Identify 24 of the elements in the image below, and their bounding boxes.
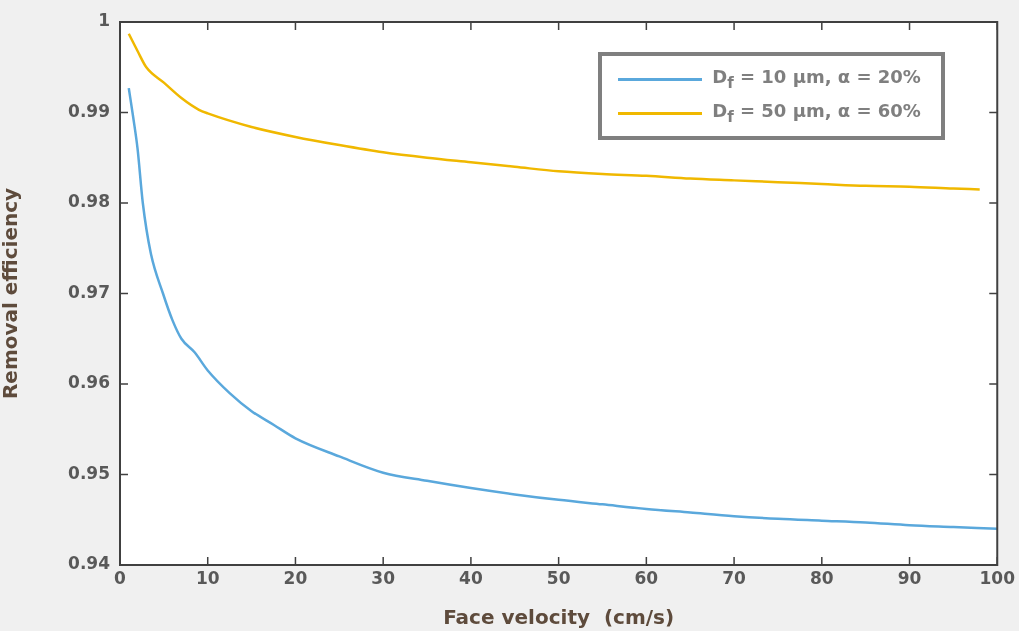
legend-label: D$_{f}$ = 50 μm, α = 60% bbox=[712, 100, 921, 126]
line-series bbox=[127, 86, 998, 531]
x-tick-label: 50 bbox=[546, 567, 571, 588]
y-tick-label: 0.96 bbox=[68, 372, 110, 393]
y-tick-label: 0.98 bbox=[68, 191, 110, 212]
y-tick-label: 0.95 bbox=[68, 462, 110, 483]
x-tick-label: 100 bbox=[979, 567, 1016, 588]
line-series bbox=[127, 32, 981, 191]
x-tick-label: 60 bbox=[634, 567, 659, 588]
x-axis-title: Face velocity (cm/s) bbox=[443, 605, 675, 630]
x-tick-label: 80 bbox=[809, 567, 834, 588]
y-tick-label: 0.99 bbox=[68, 100, 110, 121]
x-tick-label: 40 bbox=[459, 567, 483, 588]
x-tick-label: 20 bbox=[283, 567, 308, 588]
y-axis-title: Removal efficiency bbox=[0, 187, 23, 400]
y-tick-label: 1 bbox=[98, 10, 110, 31]
legend-label: D$_{f}$ = 10 μm, α = 20% bbox=[712, 66, 921, 92]
y-tick-label: 0.94 bbox=[68, 553, 111, 574]
x-tick-label: 0 bbox=[114, 567, 127, 588]
y-tick-label: 0.97 bbox=[68, 281, 110, 302]
x-tick-label: 90 bbox=[897, 567, 922, 588]
x-tick-label: 10 bbox=[195, 567, 220, 588]
x-tick-label: 30 bbox=[371, 567, 396, 588]
x-tick-label: 70 bbox=[722, 567, 747, 588]
